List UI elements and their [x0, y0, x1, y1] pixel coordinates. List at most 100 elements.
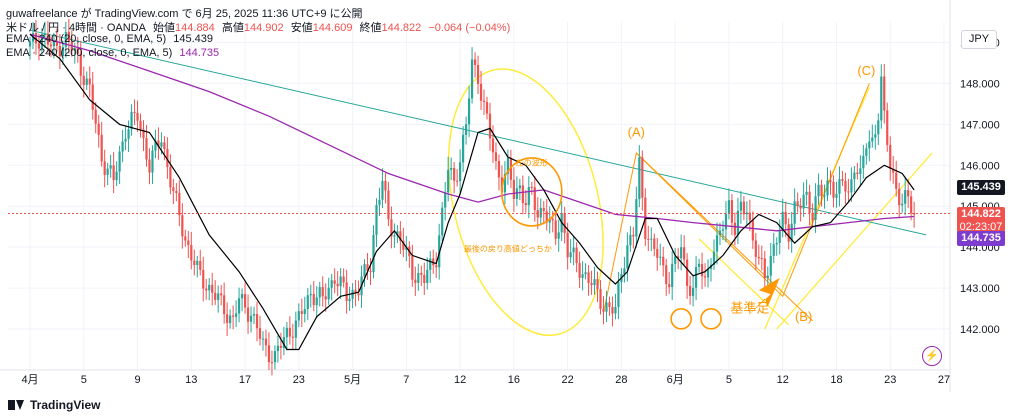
ema200-legend[interactable]: EMA · 240 (200, close, 0, EMA, 5) 144.73…	[6, 47, 223, 59]
candle-body	[417, 272, 420, 283]
candle-body	[802, 194, 805, 209]
candle-body	[214, 292, 217, 300]
candle-body	[106, 168, 109, 175]
close-label: 終値	[359, 22, 382, 34]
bar-countdown: 02:23:07	[959, 220, 1003, 233]
annotation-text: (B)	[795, 309, 812, 324]
ema200-label: EMA · 240 (200, close, 0, EMA, 5)	[6, 47, 173, 59]
tradingview-logo[interactable]: TradingView	[8, 398, 100, 412]
currency-button[interactable]: JPY	[961, 30, 997, 49]
candle-body	[169, 167, 172, 188]
candle-body	[859, 168, 862, 175]
x-tick-label: 5月	[344, 374, 361, 386]
candle-body	[677, 256, 680, 259]
x-tick-label: 16	[508, 374, 520, 386]
candle-body	[865, 148, 868, 156]
x-tick-label: 28	[615, 374, 627, 386]
candle-body	[193, 260, 196, 266]
candle-body	[868, 141, 871, 149]
annotation-text: 基準足	[730, 301, 769, 316]
candle-body	[841, 179, 844, 181]
candle-body	[423, 274, 426, 284]
lightning-icon[interactable]: ⚡	[922, 346, 942, 366]
x-tick-label: 23	[884, 374, 896, 386]
candle-body	[205, 288, 208, 291]
candle-body	[172, 187, 175, 192]
candle-body	[184, 236, 187, 241]
candle-body	[668, 284, 671, 288]
candle-body	[623, 268, 626, 275]
candle-body	[246, 307, 250, 322]
candle-body	[363, 264, 366, 277]
yellow-line-c	[764, 87, 870, 330]
x-tick-label: 4月	[21, 374, 38, 386]
candle-body	[488, 113, 492, 139]
candle-body	[297, 311, 300, 321]
y-tick-label: 148.000	[960, 78, 1000, 90]
candle-body	[569, 252, 572, 258]
candle-body	[199, 260, 202, 270]
candle-body	[324, 296, 327, 300]
candle-body	[662, 256, 665, 266]
candle-body	[300, 311, 303, 314]
candle-body	[456, 180, 459, 182]
candle-body	[312, 293, 315, 306]
candle-body	[34, 33, 38, 44]
candle-body	[590, 282, 593, 286]
annotation-text: 左の波形	[516, 157, 548, 167]
candle-body	[814, 196, 817, 220]
candle-body	[578, 263, 581, 278]
candle-body	[237, 298, 241, 314]
low-label: 安値	[290, 22, 313, 34]
open-value: 144.884	[175, 22, 215, 34]
candle-body	[712, 251, 716, 265]
candle-body	[703, 276, 707, 278]
candle-body	[414, 279, 417, 283]
candle-body	[82, 75, 85, 85]
candle-body	[49, 44, 53, 47]
candle-body	[778, 229, 781, 243]
abc-channel	[636, 152, 813, 322]
candle-body	[306, 295, 309, 310]
candle-body	[339, 276, 342, 287]
candle-body	[115, 171, 118, 181]
candle-body	[581, 274, 584, 278]
candle-body	[533, 187, 536, 211]
candle-body	[151, 150, 154, 173]
candle-body	[608, 302, 611, 307]
low-value: 144.609	[312, 22, 353, 34]
candle-body	[892, 168, 895, 173]
candle-body	[680, 247, 683, 259]
candle-body	[429, 258, 432, 270]
candle-body	[258, 328, 262, 339]
candle-body	[784, 211, 787, 225]
candle-body	[387, 190, 390, 220]
x-tick-label: 13	[185, 374, 197, 386]
candle-body	[745, 212, 748, 215]
ema20-legend[interactable]: EMA · 240 (20, close, 0, EMA, 5) 145.439	[6, 33, 217, 45]
symbol-label[interactable]: 米ドル / 円 · 4時間 · OANDA	[6, 22, 146, 34]
candle-body	[482, 100, 486, 103]
candle-body	[602, 309, 605, 312]
x-tick-label: 17	[239, 374, 251, 386]
x-tick-label: 7	[403, 374, 409, 386]
candle-body	[847, 191, 850, 193]
candle-body	[823, 195, 826, 197]
candle-body	[291, 336, 294, 338]
candle-body	[58, 45, 61, 57]
candle-body	[593, 279, 596, 286]
candle-body	[318, 287, 321, 298]
candle-body	[384, 180, 387, 191]
candle-body	[393, 235, 396, 237]
candle-body	[787, 224, 790, 242]
candle-body	[877, 120, 880, 135]
candle-body	[181, 215, 184, 237]
candle-body	[444, 192, 447, 208]
candle-body	[217, 293, 220, 300]
candle-body	[748, 212, 751, 221]
candle-body	[378, 199, 381, 206]
x-tick-label: 23	[293, 374, 305, 386]
candle-body	[76, 48, 79, 54]
candle-body	[910, 196, 913, 214]
